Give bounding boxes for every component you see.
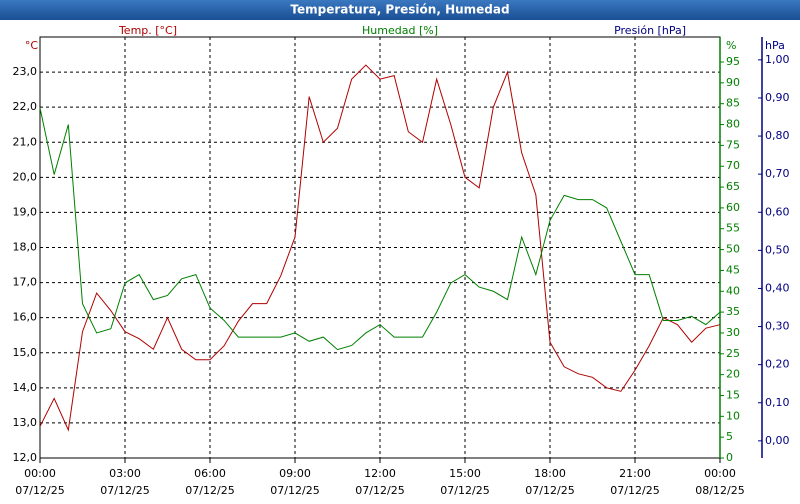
y3-axis-title: Presión [hPa] — [614, 24, 686, 37]
y2-tick-label: 15 — [726, 388, 740, 401]
x-tick-label: 21:00 — [619, 467, 651, 480]
x-tick-date: 07/12/25 — [355, 484, 404, 497]
y2-tick-label: 10 — [726, 409, 740, 422]
y2-axis-title: Humedad [%] — [362, 24, 438, 37]
title-bar — [0, 0, 800, 20]
y3-tick-label: 0,60 — [765, 205, 790, 218]
x-tick-label: 18:00 — [534, 467, 566, 480]
y2-tick-label: 80 — [726, 118, 740, 131]
y2-tick-label: 25 — [726, 347, 740, 360]
x-tick-date: 07/12/25 — [100, 484, 149, 497]
y-tick-label: 18,0 — [13, 241, 38, 254]
x-tick-label: 00:00 — [24, 467, 56, 480]
y-axis-title: Temp. [°C] — [118, 24, 177, 37]
y3-tick-label: 0,50 — [765, 243, 790, 256]
y-tick-label: 12,0 — [13, 451, 38, 464]
x-tick-date: 07/12/25 — [185, 484, 234, 497]
y2-tick-label: 0 — [726, 451, 733, 464]
y2-tick-label: 5 — [726, 430, 733, 443]
y2-tick-label: 75 — [726, 138, 740, 151]
y2-tick-label: 40 — [726, 284, 740, 297]
y3-tick-label: 0,30 — [765, 320, 790, 333]
x-tick-label: 06:00 — [194, 467, 226, 480]
x-tick-label: 03:00 — [109, 467, 141, 480]
y-tick-label: 23,0 — [13, 65, 38, 78]
y3-tick-label: 0,40 — [765, 281, 790, 294]
y2-tick-label: 85 — [726, 97, 740, 110]
y2-tick-label: 95 — [726, 55, 740, 68]
y3-tick-label: 0,00 — [765, 434, 790, 447]
y3-unit: hPa — [765, 39, 785, 52]
y2-tick-label: 30 — [726, 326, 740, 339]
x-tick-label: 00:00 — [704, 467, 736, 480]
x-tick-date: 08/12/25 — [695, 484, 744, 497]
y2-tick-label: 50 — [726, 243, 740, 256]
y2-tick-label: 70 — [726, 159, 740, 172]
y-tick-label: 13,0 — [13, 416, 38, 429]
y2-tick-label: 65 — [726, 180, 740, 193]
y-tick-label: 22,0 — [13, 100, 38, 113]
y3-tick-label: 0,10 — [765, 396, 790, 409]
y3-tick-label: 0,80 — [765, 129, 790, 142]
x-tick-date: 07/12/25 — [15, 484, 64, 497]
y-tick-label: 19,0 — [13, 205, 38, 218]
chart-title: Temperatura, Presión, Humedad — [290, 3, 509, 17]
y-tick-label: 16,0 — [13, 311, 38, 324]
y2-tick-label: 45 — [726, 263, 740, 276]
y3-tick-label: 1,00 — [765, 53, 790, 66]
x-tick-label: 15:00 — [449, 467, 481, 480]
y-tick-label: 14,0 — [13, 381, 38, 394]
y2-tick-label: 90 — [726, 76, 740, 89]
y2-tick-label: 60 — [726, 201, 740, 214]
y-tick-label: 21,0 — [13, 135, 38, 148]
x-tick-date: 07/12/25 — [525, 484, 574, 497]
y2-tick-label: 20 — [726, 368, 740, 381]
y2-tick-label: 35 — [726, 305, 740, 318]
y-tick-label: 17,0 — [13, 276, 38, 289]
x-tick-date: 07/12/25 — [440, 484, 489, 497]
x-tick-label: 09:00 — [279, 467, 311, 480]
x-tick-date: 07/12/25 — [610, 484, 659, 497]
y3-tick-label: 0,70 — [765, 167, 790, 180]
y2-unit: % — [726, 39, 736, 52]
y2-tick-label: 55 — [726, 222, 740, 235]
y3-tick-label: 0,90 — [765, 91, 790, 104]
y-tick-label: 15,0 — [13, 346, 38, 359]
data-line — [39, 64, 721, 432]
y3-tick-label: 0,20 — [765, 358, 790, 371]
x-tick-label: 12:00 — [364, 467, 396, 480]
y-tick-label: 20,0 — [13, 170, 38, 183]
y-unit: °C — [25, 39, 39, 52]
data-line — [39, 107, 721, 351]
x-tick-date: 07/12/25 — [270, 484, 319, 497]
